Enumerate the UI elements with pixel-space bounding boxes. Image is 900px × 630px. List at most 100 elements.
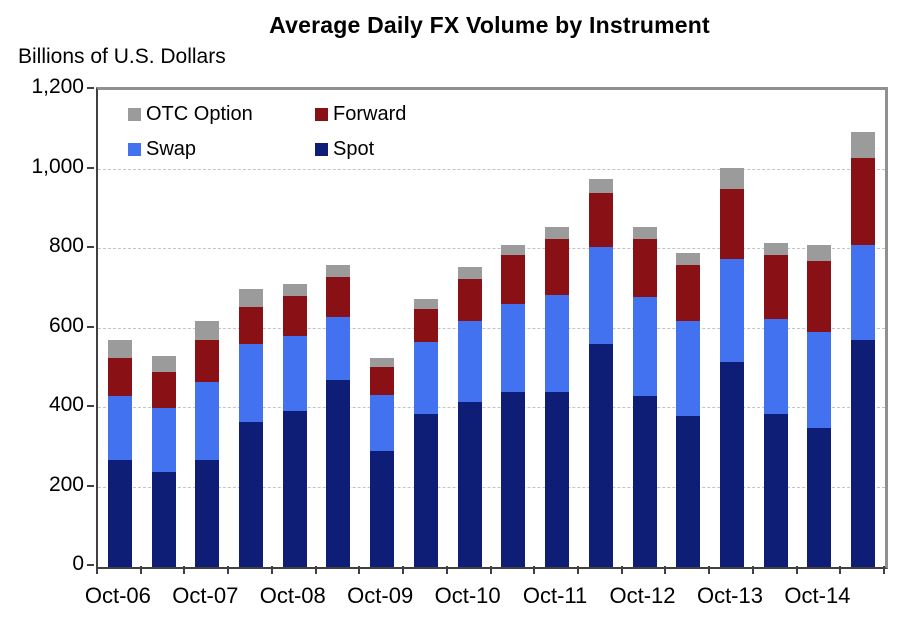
bar-Apr-15-forward [851, 157, 876, 246]
bar-Apr-12-forward [588, 193, 613, 248]
x-tick-mark [489, 566, 492, 574]
bar-Oct-14-spot [807, 427, 832, 567]
bar-Oct-11-swap [545, 294, 570, 393]
bar-Apr-14-forward [763, 254, 788, 319]
bar-Apr-10-forward [413, 308, 438, 343]
bar-Oct-08-spot [282, 411, 307, 567]
y-tick-label-1,200: 1,200 [31, 75, 84, 98]
legend-item-swap: Swap [128, 138, 315, 161]
x-tick-mark [708, 566, 711, 574]
y-tick-label-400: 400 [48, 393, 84, 416]
bar-Apr-10-swap [413, 342, 438, 414]
legend-label: OTC Option [146, 103, 253, 125]
x-tick-mark [751, 566, 754, 574]
bar-Oct-06-otc-option [107, 340, 132, 359]
x-tick-label-Oct-08: Oct-08 [259, 583, 326, 608]
x-tick-label-Oct-14: Oct-14 [784, 583, 851, 608]
bar-Apr-10-spot [413, 413, 438, 567]
bar-Apr-14-swap [763, 318, 788, 414]
x-tick-label-Oct-11: Oct-11 [522, 583, 588, 608]
bar-Apr-11-otc-option [501, 245, 526, 255]
y-tick-label-0: 0 [72, 552, 84, 575]
bar-Oct-13-otc-option [719, 167, 744, 190]
bar-Apr-11-spot [501, 392, 526, 567]
bar-Apr-15-swap [851, 245, 876, 341]
x-tick-mark [795, 566, 798, 574]
x-tick-mark [533, 566, 536, 574]
bar-Oct-13-spot [719, 362, 744, 567]
gridline-1000 [98, 168, 885, 170]
bar-Oct-10-spot [457, 402, 482, 567]
y-tick-mark [87, 405, 94, 407]
x-tick-mark [314, 566, 317, 574]
bar-Apr-13-forward [676, 264, 701, 321]
bar-Apr-12-spot [588, 344, 613, 567]
bar-Apr-11-forward [501, 254, 526, 304]
x-tick-mark [96, 566, 98, 574]
x-tick-mark [620, 566, 623, 574]
x-tick-mark [402, 566, 405, 574]
bar-Oct-11-forward [545, 239, 570, 295]
plot-area: OTC Option Forward Swap Spot [96, 87, 888, 569]
gridline-800 [98, 248, 885, 249]
bar-Oct-09-forward [370, 366, 395, 396]
legend-item-otc-option: OTC Option [128, 103, 315, 126]
bar-Oct-14-otc-option [807, 245, 832, 261]
x-tick-mark [839, 566, 842, 574]
bar-Apr-09-swap [326, 316, 351, 381]
bar-Oct-12-forward [632, 239, 657, 297]
bar-Oct-09-spot [370, 450, 395, 567]
legend-swatch-swap-icon [128, 143, 141, 156]
x-tick-mark [183, 566, 186, 574]
bar-Oct-07-otc-option [195, 320, 220, 341]
gridline-600 [98, 327, 885, 329]
legend-item-spot: Spot [315, 138, 406, 161]
bar-Oct-06-swap [107, 396, 132, 460]
bar-Apr-14-spot [763, 413, 788, 567]
y-tick-label-200: 200 [48, 472, 84, 496]
bar-Apr-12-swap [588, 247, 613, 345]
y-tick-label-1,000: 1,000 [31, 154, 84, 178]
x-tick-label-Oct-06: Oct-06 [84, 583, 151, 608]
x-tick-label-Oct-13: Oct-13 [696, 583, 763, 608]
bar-Apr-09-forward [326, 276, 351, 317]
bar-Oct-12-otc-option [632, 227, 657, 240]
y-axis-unit-label: Billions of U.S. Dollars [18, 45, 226, 68]
bar-Oct-12-spot [632, 396, 657, 567]
bar-Oct-10-forward [457, 278, 482, 321]
bar-Oct-09-otc-option [370, 358, 395, 367]
bar-Oct-06-forward [107, 358, 132, 397]
bar-Oct-09-swap [370, 395, 395, 451]
bar-Apr-08-forward [239, 306, 264, 345]
y-tick-label-600: 600 [48, 313, 84, 337]
x-tick-mark [576, 566, 579, 574]
bar-Oct-07-forward [195, 340, 220, 383]
x-tick-label-Oct-09: Oct-09 [347, 583, 414, 608]
bar-Oct-12-swap [632, 296, 657, 397]
bar-Oct-13-swap [719, 258, 744, 363]
legend-item-forward: Forward [315, 103, 406, 126]
x-tick-mark [445, 566, 448, 574]
y-tick-mark [87, 564, 94, 566]
y-tick-label-800: 800 [48, 234, 84, 257]
bar-Oct-10-swap [457, 320, 482, 403]
bar-Apr-09-otc-option [326, 264, 351, 277]
bar-Oct-14-swap [807, 332, 832, 428]
bar-Apr-13-swap [676, 320, 701, 416]
chart-title: Average Daily FX Volume by Instrument [269, 12, 710, 38]
bar-Oct-07-spot [195, 459, 220, 567]
bar-Oct-08-forward [282, 295, 307, 336]
bar-Apr-07-swap [151, 408, 176, 472]
x-tick-mark [270, 566, 273, 574]
bar-Apr-15-spot [851, 340, 876, 567]
bar-Apr-10-otc-option [413, 298, 438, 309]
bar-Oct-13-forward [719, 189, 744, 259]
x-tick-label-Oct-10: Oct-10 [434, 583, 501, 608]
x-tick-mark [883, 566, 885, 574]
legend-swatch-spot-icon [315, 143, 328, 156]
bar-Apr-14-otc-option [763, 243, 788, 255]
y-tick-mark [87, 166, 94, 169]
bar-Oct-06-spot [107, 459, 132, 567]
x-tick-label-Oct-07: Oct-07 [172, 583, 239, 608]
